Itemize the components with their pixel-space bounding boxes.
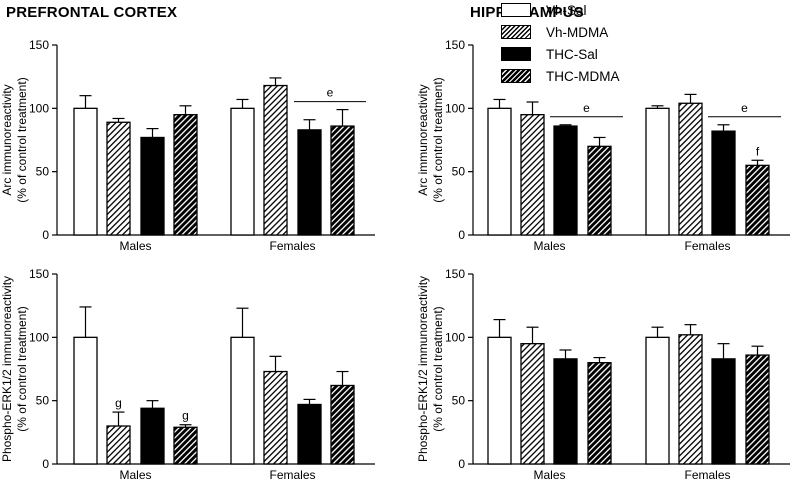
bar-vh-mdma-males: [106, 121, 131, 236]
category-label: Females: [684, 239, 730, 253]
category-label: Males: [533, 239, 565, 253]
legend-item-thc-mdma: THC-MDMA: [501, 66, 620, 86]
significance-label: f: [756, 144, 760, 158]
bar-thc-mdma-females: [745, 354, 770, 465]
category-label: Males: [119, 239, 151, 253]
legend-item-vh-sal: Vh-Sal: [501, 0, 587, 20]
bar-thc-sal-males: [553, 358, 578, 465]
legend-label: THC-Sal: [546, 46, 598, 62]
legend-swatch-solid: [501, 47, 531, 61]
legend-label: Vh-Sal: [546, 2, 587, 18]
y-tick-label: 50: [36, 165, 50, 179]
bar-thc-mdma-males: [587, 145, 612, 236]
bar-thc-sal-males: [553, 125, 578, 236]
y-tick-label: 50: [452, 165, 466, 179]
y-axis-label: Arc immunoreactivity: [416, 84, 430, 195]
prefrontal-cortex-title: PREFRONTAL CORTEX: [6, 4, 178, 21]
legend-swatch-open: [501, 3, 531, 17]
bar-thc-sal-males: [140, 407, 165, 465]
bar-vh-sal-females: [230, 336, 255, 465]
bar-vh-sal-males: [487, 336, 512, 465]
y-tick-label: 0: [458, 228, 465, 242]
bar-thc-sal-females: [297, 403, 322, 465]
significance-label: g: [182, 409, 189, 423]
y-tick-label: 150: [445, 267, 465, 281]
significance-label: e: [583, 101, 590, 115]
y-axis-label: (% of control treatment): [431, 77, 445, 202]
y-axis-label: (% of control treatment): [15, 306, 29, 431]
y-axis-label: Arc immunoreactivity: [0, 84, 14, 195]
legend-swatch-hatched: [501, 25, 531, 39]
y-tick-label: 150: [445, 38, 465, 52]
bar-vh-mdma-males: [106, 425, 131, 465]
significance-label: e: [741, 101, 748, 115]
bar-vh-sal-males: [487, 107, 512, 236]
bar-vh-mdma-females: [678, 102, 703, 236]
bar-vh-sal-females: [230, 107, 255, 236]
bar-vh-sal-males: [73, 107, 98, 236]
bar-vh-mdma-males: [520, 114, 545, 236]
y-tick-label: 150: [29, 267, 49, 281]
bar-vh-mdma-females: [678, 334, 703, 465]
category-label: Males: [533, 468, 565, 482]
bar-thc-mdma-females: [745, 164, 770, 236]
legend-swatch-dark-hatched: [501, 69, 531, 83]
y-tick-label: 0: [42, 228, 49, 242]
legend-label: Vh-MDMA: [546, 24, 609, 40]
y-tick-label: 100: [29, 101, 49, 115]
y-tick-label: 0: [458, 457, 465, 471]
significance-label: g: [115, 396, 122, 410]
bar-vh-mdma-males: [520, 343, 545, 465]
bar-vh-sal-females: [645, 107, 670, 236]
y-tick-label: 150: [29, 38, 49, 52]
bar-thc-sal-females: [297, 129, 322, 236]
category-label: Females: [269, 468, 315, 482]
bar-thc-mdma-females: [330, 384, 355, 465]
chart-hippocampus-perk: 0 50 100 150 Phospho-ERK1/2 immunoreactivity…: [416, 267, 790, 482]
significance-label: e: [327, 86, 334, 100]
y-axis-label: (% of control treatment): [431, 306, 445, 431]
y-axis-label: Phospho-ERK1/2 immunoreactivity: [0, 276, 14, 462]
legend-item-thc-sal: THC-Sal: [501, 44, 598, 64]
bar-vh-sal-females: [645, 336, 670, 465]
bar-thc-sal-females: [711, 358, 736, 465]
bar-thc-mdma-females: [330, 125, 355, 236]
chart-prefrontal-perk: 0 50 100 150 Phospho-ERK1/2 immunoreactivity…: [0, 267, 375, 482]
bar-vh-mdma-females: [263, 370, 288, 465]
y-axis-label: Phospho-ERK1/2 immunoreactivity: [416, 276, 430, 462]
legend-item-vh-mdma: Vh-MDMA: [501, 22, 608, 42]
y-tick-label: 100: [29, 330, 49, 344]
y-tick-label: 100: [445, 330, 465, 344]
chart-hippocampus-arc: 0 50 100 150 Arc immunoreactivity (% of contr…: [416, 38, 790, 253]
bar-vh-sal-males: [73, 336, 98, 465]
bar-thc-mdma-males: [173, 426, 198, 465]
bar-thc-sal-females: [711, 130, 736, 236]
bar-vh-mdma-females: [263, 84, 288, 236]
y-axis-label: (% of control treatment): [15, 77, 29, 202]
y-tick-label: 100: [445, 101, 465, 115]
bar-thc-sal-males: [140, 136, 165, 236]
category-label: Females: [269, 239, 315, 253]
legend-label: THC-MDMA: [546, 68, 620, 84]
legend: Vh-Sal Vh-MDMA THC-Sal THC-MDMA: [501, 0, 790, 90]
bar-thc-mdma-males: [173, 114, 198, 236]
y-tick-label: 50: [36, 394, 50, 408]
y-tick-label: 0: [42, 457, 49, 471]
category-label: Females: [684, 468, 730, 482]
category-label: Males: [119, 468, 151, 482]
y-tick-label: 50: [452, 394, 466, 408]
chart-prefrontal-arc: 0 50 100 150 Arc immunoreactivity (% of contr…: [0, 38, 375, 253]
bar-thc-mdma-males: [587, 362, 612, 465]
